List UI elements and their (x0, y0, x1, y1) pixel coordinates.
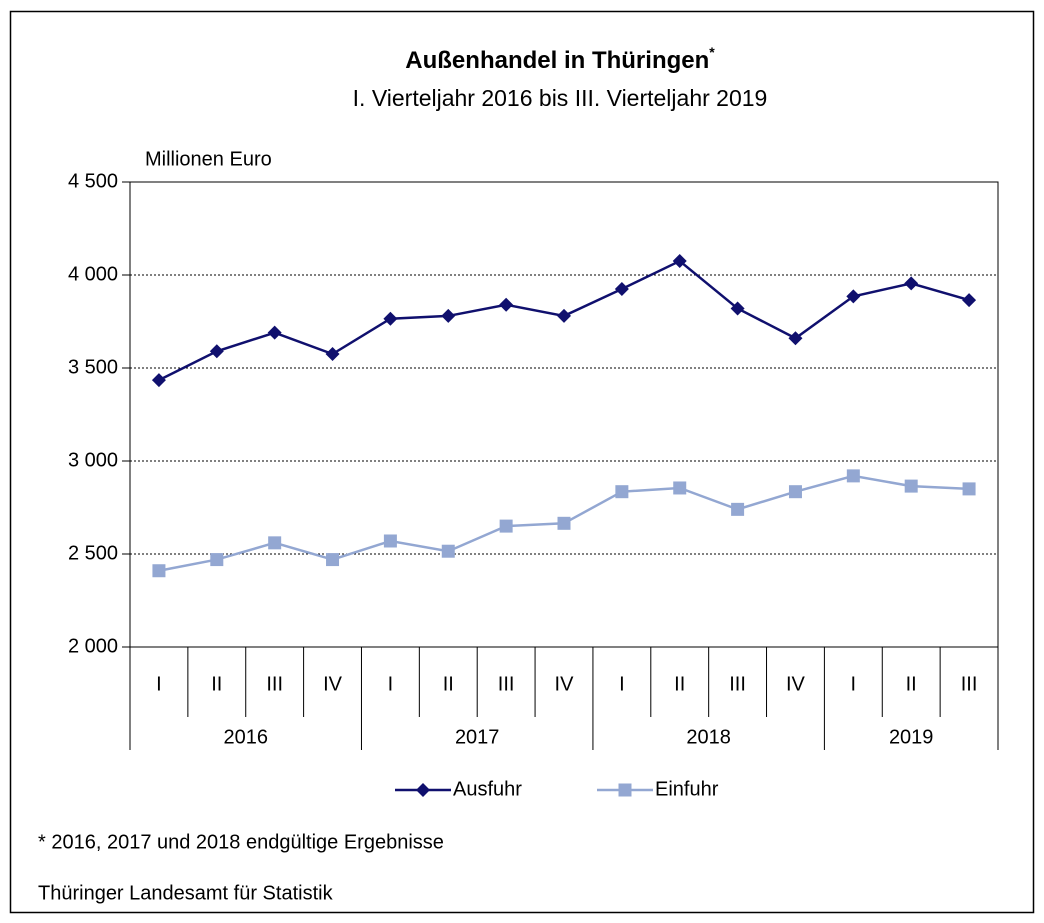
x-tick-label: II (211, 673, 222, 695)
point (846, 469, 860, 483)
point (846, 289, 861, 304)
point (614, 281, 629, 296)
point (267, 325, 282, 340)
x-tick-label: I (388, 673, 394, 695)
point (962, 482, 976, 496)
x-group-label: 2016 (223, 726, 268, 748)
point (325, 347, 340, 362)
legend-marker (416, 783, 430, 797)
point (499, 519, 513, 533)
plot-border (129, 181, 999, 648)
footnote: * 2016, 2017 und 2018 endgültige Ergebni… (38, 831, 444, 853)
point (904, 479, 918, 493)
point (615, 485, 629, 499)
frame (9, 10, 1035, 914)
point (730, 301, 745, 316)
point (152, 564, 166, 578)
x-tick-label: III (729, 673, 746, 695)
point (268, 536, 282, 550)
x-tick-label: II (906, 673, 917, 695)
legend-marker (618, 783, 632, 797)
legend-label: Ausfuhr (453, 778, 522, 800)
x-tick-label: I (619, 673, 625, 695)
x-tick-label: I (156, 673, 162, 695)
point (557, 308, 571, 323)
point (962, 293, 977, 308)
point (383, 311, 398, 326)
x-tick-label: I (851, 673, 857, 695)
point (673, 481, 687, 495)
source: Thüringer Landesamt für Statistik (38, 882, 334, 904)
x-tick-label: II (443, 673, 454, 695)
x-tick-label: IV (323, 673, 343, 695)
x-tick-label: III (498, 673, 515, 695)
chart-subtitle: I. Vierteljahr 2016 bis III. Vierteljahr… (353, 85, 768, 111)
y-tick-label: 4 500 (68, 170, 118, 192)
point (151, 373, 166, 388)
point (441, 544, 455, 558)
x-group-label: 2018 (686, 726, 731, 748)
y-tick-label: 3 500 (68, 356, 118, 378)
x-group-label: 2017 (455, 726, 500, 748)
y-tick-label: 4 000 (68, 263, 118, 285)
x-tick-label: III (961, 673, 978, 695)
y-tick-label: 2 500 (68, 542, 118, 564)
point (209, 344, 224, 359)
x-group-label: 2019 (889, 726, 934, 748)
x-tick-label: IV (555, 673, 575, 695)
x-tick-label: III (266, 673, 283, 695)
point (383, 534, 397, 548)
legend-label: Einfuhr (655, 778, 719, 800)
point (326, 553, 340, 567)
point (441, 308, 456, 323)
point (499, 297, 514, 312)
chart-title: Außenhandel in Thüringen* (405, 44, 715, 75)
y-tick-label: 3 000 (68, 449, 118, 471)
x-tick-label: II (674, 673, 685, 695)
title-marker: * (709, 44, 715, 60)
point (731, 502, 745, 516)
point (788, 331, 803, 346)
x-tick-label: IV (786, 673, 806, 695)
point (210, 553, 224, 567)
point (904, 276, 919, 291)
point (557, 516, 571, 530)
title-text: Außenhandel in Thüringen (405, 47, 709, 74)
y-axis-label: Millionen Euro (145, 148, 272, 170)
y-tick-label: 2 000 (68, 635, 118, 657)
point (788, 485, 802, 499)
point (672, 254, 687, 269)
